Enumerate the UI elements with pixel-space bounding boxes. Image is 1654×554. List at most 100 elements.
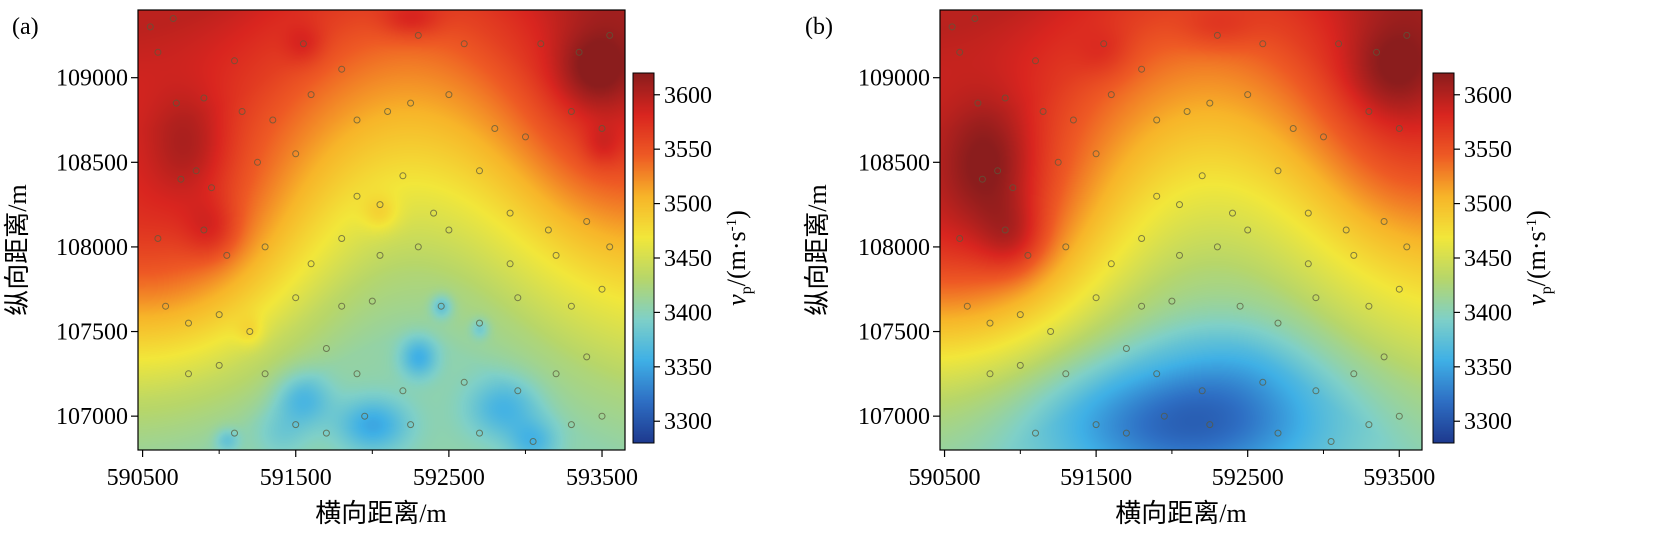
sample-point bbox=[399, 172, 407, 180]
colorbar-tick-label: 3450 bbox=[1464, 246, 1512, 272]
sample-point bbox=[231, 429, 238, 437]
sample-point bbox=[1274, 167, 1282, 175]
sample-point bbox=[269, 116, 277, 124]
sample-point bbox=[437, 302, 445, 310]
y-tick-label: 107000 bbox=[56, 404, 128, 430]
sample-point bbox=[1350, 251, 1358, 259]
sample-point bbox=[1213, 243, 1221, 251]
sample-point bbox=[1160, 412, 1168, 420]
sample-point bbox=[994, 167, 1002, 175]
sample-point bbox=[414, 243, 422, 251]
y-tick-label: 109000 bbox=[858, 66, 930, 92]
sample-point bbox=[1138, 235, 1146, 242]
sample-point bbox=[537, 40, 545, 48]
sample-point bbox=[399, 387, 407, 395]
sample-point bbox=[1350, 370, 1358, 378]
sample-point bbox=[1100, 40, 1108, 48]
x-tick-label: 591500 bbox=[1060, 465, 1132, 491]
sample-point bbox=[1380, 353, 1388, 361]
sample-point bbox=[522, 133, 529, 141]
colorbar-canvas bbox=[633, 73, 654, 443]
sample-point bbox=[1168, 297, 1176, 305]
sample-point bbox=[1183, 108, 1191, 115]
sample-point bbox=[1335, 40, 1343, 48]
sample-point bbox=[514, 294, 522, 302]
panel-label: (a) bbox=[12, 14, 39, 40]
x-tick-label: 593500 bbox=[566, 465, 638, 491]
colorbar-label: vp/(m·s-1) bbox=[1522, 210, 1555, 306]
sample-point bbox=[162, 302, 170, 310]
sample-point bbox=[1138, 302, 1146, 310]
sample-point bbox=[1244, 226, 1252, 234]
sample-points bbox=[948, 15, 1411, 445]
sample-point bbox=[1395, 125, 1403, 132]
sample-point bbox=[261, 370, 269, 378]
sample-point bbox=[1153, 116, 1161, 124]
sample-point bbox=[246, 328, 254, 335]
sample-point bbox=[575, 48, 583, 56]
sample-point bbox=[506, 260, 514, 268]
sample-point bbox=[322, 345, 330, 352]
sample-point bbox=[1365, 302, 1373, 310]
sample-point bbox=[338, 65, 346, 73]
sample-point bbox=[583, 218, 591, 225]
sample-point bbox=[231, 57, 238, 65]
sample-point bbox=[1153, 192, 1161, 200]
colorbar-area bbox=[633, 73, 654, 443]
sample-point bbox=[299, 40, 307, 48]
sample-point bbox=[368, 297, 376, 305]
colorbar-tick-label: 3450 bbox=[664, 246, 712, 272]
x-tick-label: 593500 bbox=[1363, 465, 1435, 491]
heatmap-area bbox=[940, 10, 1422, 450]
sample-point bbox=[1229, 209, 1236, 217]
sample-point bbox=[567, 302, 575, 310]
sample-point bbox=[177, 175, 185, 183]
sample-point bbox=[1213, 31, 1221, 39]
sample-point bbox=[407, 421, 415, 429]
colorbar-tick-label: 3300 bbox=[664, 409, 712, 435]
sample-point bbox=[1047, 328, 1055, 335]
sample-point bbox=[223, 251, 231, 259]
sample-point bbox=[407, 99, 415, 107]
y-tick-label: 107500 bbox=[56, 320, 128, 346]
sample-point bbox=[445, 226, 453, 234]
sample-point bbox=[254, 158, 261, 166]
y-axis-label: 纵向距离/m bbox=[3, 184, 32, 315]
y-tick-label: 108500 bbox=[858, 150, 930, 176]
y-axis: 107000 107500 108000 108500 109000 bbox=[858, 66, 940, 430]
colorbar-tick-label: 3550 bbox=[664, 137, 712, 163]
colorbar-tick-label: 3600 bbox=[664, 83, 712, 109]
sample-point bbox=[1206, 99, 1214, 107]
colorbar-tick-label: 3350 bbox=[1464, 355, 1512, 381]
heatmap-area bbox=[138, 10, 625, 450]
sample-point bbox=[238, 108, 246, 115]
x-tick-label: 591500 bbox=[260, 465, 332, 491]
sample-point bbox=[154, 235, 162, 242]
sample-point bbox=[192, 167, 200, 175]
x-axis-label: 横向距离/m bbox=[1115, 499, 1246, 528]
sample-point bbox=[986, 370, 994, 378]
sample-point bbox=[514, 387, 522, 395]
sample-point bbox=[1236, 302, 1244, 310]
sample-point bbox=[376, 251, 384, 259]
y-tick-label: 109000 bbox=[56, 66, 128, 92]
sample-point bbox=[529, 438, 537, 445]
sample-point bbox=[1062, 243, 1070, 251]
sample-point bbox=[1327, 438, 1335, 445]
sample-point bbox=[292, 294, 300, 302]
sample-point bbox=[215, 361, 223, 369]
sample-point bbox=[963, 302, 971, 310]
sample-point bbox=[1342, 226, 1350, 234]
heatmap-canvas bbox=[138, 10, 625, 450]
sample-point bbox=[384, 108, 392, 115]
colorbar-tick-label: 3600 bbox=[1464, 83, 1512, 109]
colorbar-tick-label: 3550 bbox=[1464, 137, 1512, 163]
sample-point bbox=[1244, 91, 1252, 99]
sample-point bbox=[292, 150, 300, 158]
sample-point bbox=[567, 108, 575, 115]
sample-point bbox=[353, 370, 361, 378]
sample-point bbox=[1016, 311, 1024, 319]
sample-point bbox=[154, 48, 162, 56]
sample-point bbox=[261, 243, 269, 251]
y-tick-label: 107500 bbox=[858, 320, 930, 346]
